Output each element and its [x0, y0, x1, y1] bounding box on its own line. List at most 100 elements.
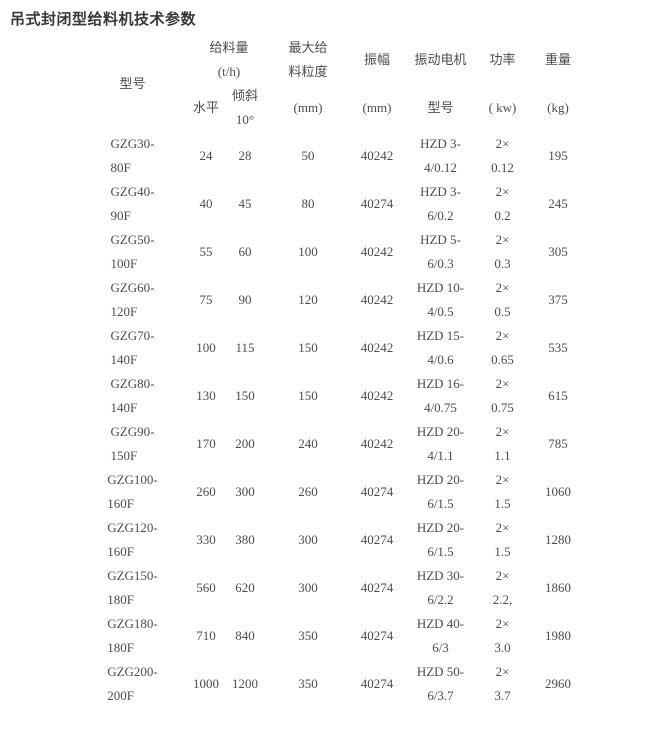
max-size-cell: 100 — [298, 244, 318, 259]
feed-inclined-cell: 300 — [235, 484, 255, 499]
weight-cell: 785 — [548, 436, 568, 451]
col-header-power-unit: ( kw) — [488, 100, 517, 115]
feed-inclined-cell: 620 — [235, 580, 255, 595]
table-row: GZG150- 180F 560 620 300 40274 HZD 30- 6/2.2 2… — [75, 564, 586, 612]
table-row: GZG90- 150F 170 200 240 40242 HZD 20- 4/1.1 2×… — [75, 420, 586, 468]
page-title: 吊式封闭型给料机技术参数 — [10, 12, 197, 28]
motor-model-cell: HZD 30- 6/2.2 — [416, 568, 465, 607]
model-cell: GZG80- 140F — [75, 372, 190, 420]
col-header-model: 型号 — [119, 76, 146, 91]
table-row: GZG200- 200F 1000 1200 350 40274 HZD 50- 6/3.… — [75, 660, 586, 708]
col-header-max-size-unit: (mm) — [293, 100, 323, 115]
col-header-max-size: 最大给 料粒度 — [288, 40, 328, 79]
motor-model-cell: HZD 15- 4/0.6 — [416, 328, 465, 367]
motor-model-cell: HZD 20- 4/1.1 — [416, 424, 465, 463]
feed-horizontal-cell: 130 — [196, 388, 216, 403]
feed-horizontal-cell: 560 — [196, 580, 216, 595]
table-row: GZG50- 100F 55 60 100 40242 HZD 5- 6/0.3 2× 0.… — [75, 228, 586, 276]
feed-horizontal-cell: 1000 — [193, 676, 219, 691]
model-cell: GZG50- 100F — [75, 228, 190, 276]
col-header-feed-rate: 给料量 (t/h) — [209, 40, 249, 79]
motor-model-cell: HZD 20- 6/1.5 — [416, 472, 465, 511]
amplitude-cell: 40274 — [360, 628, 394, 643]
page: 吊式封闭型给料机技术参数 型号 给料量 (t/h) 最大给 料粒度 振幅 振动电… — [0, 8, 656, 708]
motor-model-cell: HZD 5- 6/0.3 — [420, 232, 461, 271]
col-header-amplitude: 振幅 — [363, 52, 390, 67]
power-cell: 2× 0.2 — [494, 184, 511, 223]
feed-horizontal-cell: 40 — [199, 196, 213, 211]
motor-model-cell: HZD 3- 4/0.12 — [420, 136, 461, 175]
model-cell: GZG150- 180F — [75, 564, 190, 612]
col-header-weight-unit: (kg) — [547, 100, 569, 115]
col-header-amplitude-unit: (mm) — [362, 100, 392, 115]
power-cell: 2× 0.3 — [494, 232, 511, 271]
feed-horizontal-cell: 260 — [196, 484, 216, 499]
power-cell: 2× 1.1 — [494, 424, 511, 463]
amplitude-cell: 40242 — [360, 244, 394, 259]
power-cell: 2× 0.65 — [491, 328, 514, 367]
amplitude-cell: 40274 — [360, 196, 394, 211]
weight-cell: 1860 — [545, 580, 571, 595]
motor-model-cell: HZD 3- 6/0.2 — [420, 184, 461, 223]
weight-cell: 375 — [548, 292, 568, 307]
model-cell-text: GZG50- 100F — [110, 232, 155, 271]
model-cell-text: GZG60- 120F — [110, 280, 155, 319]
feed-horizontal-cell: 330 — [196, 532, 216, 547]
model-cell: GZG100- 160F — [75, 468, 190, 516]
weight-cell: 1980 — [545, 628, 571, 643]
model-cell-text: GZG120- 160F — [107, 520, 158, 559]
model-cell: GZG180- 180F — [75, 612, 190, 660]
model-cell-text: GZG90- 150F — [110, 424, 155, 463]
feed-inclined-cell: 45 — [238, 196, 252, 211]
amplitude-cell: 40242 — [360, 340, 394, 355]
amplitude-cell: 40274 — [360, 676, 394, 691]
col-header-horizontal: 水平 — [192, 100, 219, 115]
power-cell: 2× 1.5 — [494, 520, 511, 559]
motor-model-cell: HZD 50- 6/3.7 — [416, 664, 465, 703]
amplitude-cell: 40242 — [360, 292, 394, 307]
table-row: GZG70- 140F 100 115 150 40242 HZD 15- 4/0.6 2×… — [75, 324, 586, 372]
max-size-cell: 150 — [298, 388, 318, 403]
col-header-power: 功率 — [489, 52, 516, 67]
power-cell: 2× 1.5 — [494, 472, 511, 511]
feed-horizontal-cell: 75 — [199, 292, 213, 307]
max-size-cell: 120 — [298, 292, 318, 307]
max-size-cell: 80 — [301, 196, 315, 211]
model-cell-text: GZG200- 200F — [107, 664, 158, 703]
amplitude-cell: 40242 — [360, 436, 394, 451]
feed-inclined-cell: 380 — [235, 532, 255, 547]
motor-model-cell: HZD 40- 6/3 — [416, 616, 465, 655]
model-cell: GZG40- 90F — [75, 180, 190, 228]
feed-inclined-cell: 1200 — [232, 676, 258, 691]
max-size-cell: 350 — [298, 676, 318, 691]
table-row: GZG60- 120F 75 90 120 40242 HZD 10- 4/0.5 2× 0… — [75, 276, 586, 324]
model-cell-text: GZG150- 180F — [107, 568, 158, 607]
table-row: GZG30- 80F 24 28 50 40242 HZD 3- 4/0.12 2× 0.1… — [75, 132, 586, 180]
amplitude-cell: 40242 — [360, 148, 394, 163]
model-cell: GZG120- 160F — [75, 516, 190, 564]
col-header-vibration-motor: 振动电机 — [414, 52, 467, 67]
table-row: GZG80- 140F 130 150 150 40242 HZD 16- 4/0.75 2… — [75, 372, 586, 420]
feed-horizontal-cell: 100 — [196, 340, 216, 355]
feed-inclined-cell: 200 — [235, 436, 255, 451]
col-header-motor-model: 型号 — [427, 100, 454, 115]
table-header: 型号 给料量 (t/h) 最大给 料粒度 振幅 振动电机 功率 重量 水平 倾斜… — [75, 36, 586, 132]
table-row: GZG120- 160F 330 380 300 40274 HZD 20- 6/1.5 2… — [75, 516, 586, 564]
model-cell: GZG90- 150F — [75, 420, 190, 468]
motor-model-cell: HZD 20- 6/1.5 — [416, 520, 465, 559]
weight-cell: 535 — [548, 340, 568, 355]
header-row-top: 型号 给料量 (t/h) 最大给 料粒度 振幅 振动电机 功率 重量 — [75, 36, 586, 91]
model-cell: GZG70- 140F — [75, 324, 190, 372]
power-cell: 2× 3.0 — [494, 616, 511, 655]
feed-horizontal-cell: 55 — [199, 244, 213, 259]
feed-inclined-cell: 90 — [238, 292, 252, 307]
weight-cell: 615 — [548, 388, 568, 403]
max-size-cell: 150 — [298, 340, 318, 355]
feed-inclined-cell: 150 — [235, 388, 255, 403]
table-row: GZG100- 160F 260 300 260 40274 HZD 20- 6/1.5 2… — [75, 468, 586, 516]
amplitude-cell: 40242 — [360, 388, 394, 403]
motor-model-cell: HZD 10- 4/0.5 — [416, 280, 465, 319]
max-size-cell: 50 — [301, 148, 315, 163]
feed-inclined-cell: 840 — [235, 628, 255, 643]
table-body: GZG30- 80F 24 28 50 40242 HZD 3- 4/0.12 2× 0.1… — [75, 132, 586, 708]
